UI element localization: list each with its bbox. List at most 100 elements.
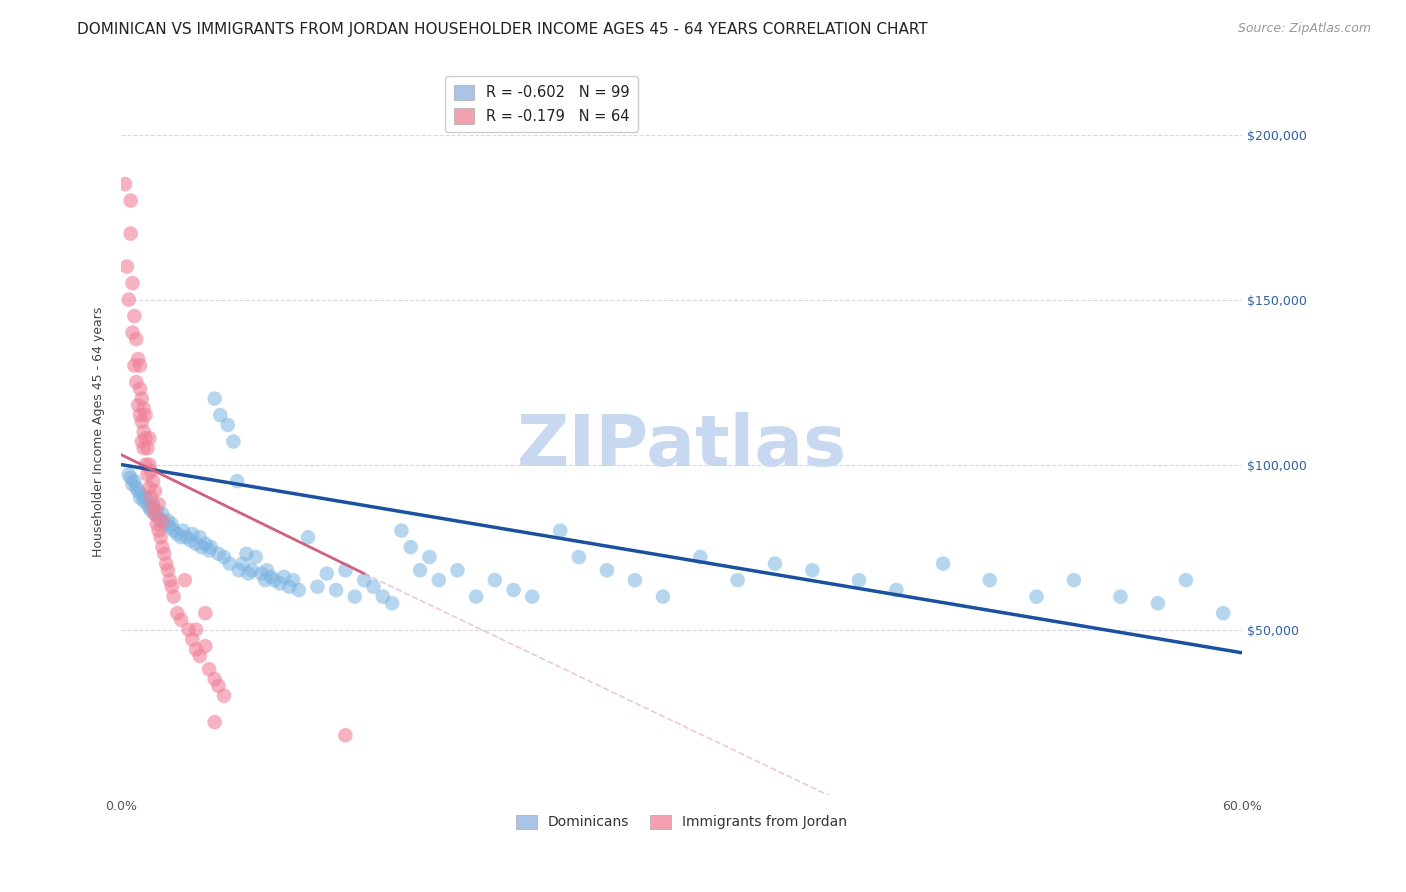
Point	[125, 481, 148, 495]
Text: Source: ZipAtlas.com: Source: ZipAtlas.com	[1237, 22, 1371, 36]
Point	[138, 458, 160, 472]
Point	[155, 557, 177, 571]
Point	[207, 679, 229, 693]
Point	[129, 359, 152, 373]
Point	[125, 332, 148, 346]
Point	[132, 441, 155, 455]
Point	[143, 483, 166, 498]
Point	[118, 293, 141, 307]
Point	[260, 570, 283, 584]
Point	[188, 530, 211, 544]
Point	[136, 467, 159, 482]
Point	[153, 547, 176, 561]
Point	[1063, 573, 1085, 587]
Point	[194, 537, 217, 551]
Point	[273, 570, 295, 584]
Point	[121, 477, 143, 491]
Point	[256, 563, 278, 577]
Point	[127, 483, 149, 498]
Point	[131, 487, 153, 501]
Point	[120, 471, 142, 485]
Point	[932, 557, 955, 571]
Point	[184, 623, 207, 637]
Point	[135, 491, 157, 505]
Point	[141, 491, 163, 505]
Point	[235, 547, 257, 561]
Point	[391, 524, 413, 538]
Text: DOMINICAN VS IMMIGRANTS FROM JORDAN HOUSEHOLDER INCOME AGES 45 - 64 YEARS CORREL: DOMINICAN VS IMMIGRANTS FROM JORDAN HOUS…	[77, 22, 928, 37]
Point	[548, 524, 571, 538]
Point	[170, 530, 193, 544]
Point	[184, 537, 207, 551]
Point	[127, 398, 149, 412]
Point	[179, 533, 201, 548]
Point	[226, 474, 249, 488]
Point	[141, 464, 163, 478]
Point	[135, 431, 157, 445]
Point	[848, 573, 870, 587]
Point	[125, 375, 148, 389]
Point	[371, 590, 394, 604]
Point	[484, 573, 506, 587]
Point	[138, 431, 160, 445]
Point	[149, 530, 172, 544]
Point	[269, 576, 291, 591]
Point	[886, 582, 908, 597]
Point	[1212, 606, 1234, 620]
Point	[281, 573, 304, 587]
Point	[727, 573, 749, 587]
Point	[141, 504, 163, 518]
Point	[228, 563, 250, 577]
Point	[146, 516, 169, 531]
Point	[502, 582, 524, 597]
Point	[689, 549, 711, 564]
Point	[120, 194, 142, 208]
Point	[198, 543, 221, 558]
Point	[181, 527, 204, 541]
Point	[188, 648, 211, 663]
Point	[343, 590, 366, 604]
Point	[131, 434, 153, 449]
Point	[1147, 596, 1170, 610]
Point	[148, 497, 170, 511]
Point	[132, 425, 155, 439]
Point	[245, 549, 267, 564]
Point	[121, 276, 143, 290]
Point	[218, 557, 240, 571]
Point	[446, 563, 468, 577]
Point	[132, 401, 155, 416]
Point	[568, 549, 591, 564]
Point	[124, 474, 146, 488]
Point	[651, 590, 673, 604]
Point	[250, 566, 273, 581]
Point	[204, 715, 226, 730]
Point	[198, 662, 221, 676]
Point	[979, 573, 1001, 587]
Point	[136, 441, 159, 455]
Point	[129, 408, 152, 422]
Point	[190, 540, 212, 554]
Point	[238, 566, 260, 581]
Point	[142, 497, 165, 511]
Point	[159, 520, 181, 534]
Legend: Dominicans, Immigrants from Jordan: Dominicans, Immigrants from Jordan	[510, 809, 852, 835]
Point	[118, 467, 141, 482]
Point	[143, 507, 166, 521]
Point	[307, 580, 329, 594]
Point	[132, 494, 155, 508]
Point	[150, 514, 173, 528]
Point	[127, 351, 149, 366]
Point	[381, 596, 404, 610]
Point	[212, 689, 235, 703]
Point	[194, 606, 217, 620]
Point	[194, 639, 217, 653]
Point	[173, 573, 195, 587]
Point	[114, 177, 136, 191]
Point	[172, 524, 194, 538]
Point	[142, 474, 165, 488]
Point	[240, 563, 263, 577]
Point	[254, 573, 277, 587]
Point	[166, 527, 188, 541]
Point	[297, 530, 319, 544]
Point	[142, 500, 165, 515]
